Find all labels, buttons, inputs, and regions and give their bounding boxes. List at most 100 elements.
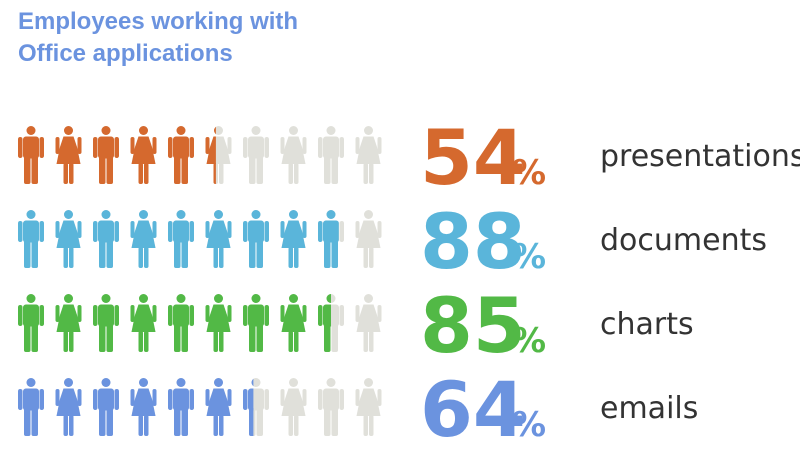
female-icon: [205, 210, 232, 268]
male-icon: [243, 294, 269, 352]
male-icon: [318, 126, 344, 184]
female-icon: [280, 126, 307, 184]
female-icon-filled: [55, 126, 82, 184]
row-presentations: 54% presentations: [18, 113, 800, 202]
male-icon-filled: [318, 294, 331, 352]
male-icon-filled: [18, 126, 44, 184]
female-icon: [205, 126, 232, 184]
chart-title-line-1: Employees working with: [18, 8, 299, 35]
percent-value: 54: [420, 113, 526, 202]
male-icon: [93, 378, 119, 436]
female-icon-filled: [205, 126, 216, 184]
female-icon-inactive: [280, 126, 307, 184]
female-icon: [55, 294, 82, 352]
percent-sign: %: [512, 321, 546, 361]
male-icon: [18, 126, 44, 184]
male-icon-filled: [243, 378, 254, 436]
female-icon: [355, 210, 382, 268]
female-icon-inactive: [280, 378, 307, 436]
female-icon: [130, 294, 157, 352]
male-icon: [18, 378, 44, 436]
category-label: emails: [600, 391, 698, 426]
male-icon-filled: [18, 378, 44, 436]
male-icon: [18, 294, 44, 352]
male-icon: [243, 378, 269, 436]
female-icon-filled: [205, 294, 232, 352]
male-icon: [93, 210, 119, 268]
row-documents: 88% documents: [18, 197, 767, 286]
male-icon: [318, 210, 344, 268]
male-icon-filled: [18, 210, 44, 268]
female-icon-filled: [130, 378, 157, 436]
female-icon-filled: [280, 294, 307, 352]
female-icon-filled: [130, 126, 157, 184]
male-icon-filled: [168, 378, 194, 436]
male-icon-inactive: [318, 126, 344, 184]
male-icon-inactive: [318, 378, 344, 436]
female-icon-inactive: [355, 378, 382, 436]
male-icon-filled: [93, 294, 119, 352]
row-emails: 64% emails: [18, 365, 698, 454]
male-icon: [318, 378, 344, 436]
male-icon-filled: [243, 210, 269, 268]
female-icon-filled: [55, 378, 82, 436]
male-icon-filled: [93, 210, 119, 268]
percent-sign: %: [512, 405, 546, 445]
row-charts: 85% charts: [18, 281, 694, 370]
male-icon: [168, 294, 194, 352]
female-icon: [205, 378, 232, 436]
percent-value: 88: [420, 197, 526, 286]
male-icon-filled: [168, 210, 194, 268]
female-icon: [55, 126, 82, 184]
female-icon: [130, 126, 157, 184]
female-icon-inactive: [355, 294, 382, 352]
male-icon: [168, 210, 194, 268]
chart-title-line-2: Office applications: [18, 40, 233, 67]
female-icon: [280, 294, 307, 352]
female-icon: [280, 210, 307, 268]
female-icon: [130, 378, 157, 436]
male-icon: [168, 126, 194, 184]
male-icon-filled: [243, 294, 269, 352]
percent-value: 85: [420, 281, 526, 370]
female-icon: [280, 378, 307, 436]
female-icon: [55, 210, 82, 268]
male-icon: [318, 294, 344, 352]
female-icon: [355, 294, 382, 352]
female-icon: [355, 378, 382, 436]
male-icon-inactive: [243, 126, 269, 184]
percent-sign: %: [512, 237, 546, 277]
percent-sign: %: [512, 153, 546, 193]
male-icon: [18, 210, 44, 268]
male-icon: [243, 126, 269, 184]
male-icon-filled: [168, 126, 194, 184]
female-icon: [55, 378, 82, 436]
category-label: presentations: [600, 139, 800, 174]
female-icon: [130, 210, 157, 268]
male-icon: [93, 294, 119, 352]
female-icon-filled: [55, 210, 82, 268]
category-label: charts: [600, 307, 694, 342]
female-icon-filled: [205, 210, 232, 268]
female-icon-filled: [280, 210, 307, 268]
male-icon: [93, 126, 119, 184]
female-icon-filled: [130, 294, 157, 352]
male-icon-filled: [93, 126, 119, 184]
female-icon-filled: [130, 210, 157, 268]
male-icon-filled: [18, 294, 44, 352]
male-icon-filled: [318, 210, 339, 268]
male-icon: [243, 210, 269, 268]
female-icon-inactive: [355, 126, 382, 184]
male-icon-filled: [168, 294, 194, 352]
male-icon-filled: [93, 378, 119, 436]
female-icon-filled: [55, 294, 82, 352]
category-label: documents: [600, 223, 767, 258]
female-icon: [205, 294, 232, 352]
female-icon-inactive: [355, 210, 382, 268]
percent-value: 64: [420, 365, 526, 454]
female-icon-filled: [205, 378, 232, 436]
female-icon: [355, 126, 382, 184]
male-icon: [168, 378, 194, 436]
chart-title: Employees working with Office applicatio…: [18, 6, 298, 70]
